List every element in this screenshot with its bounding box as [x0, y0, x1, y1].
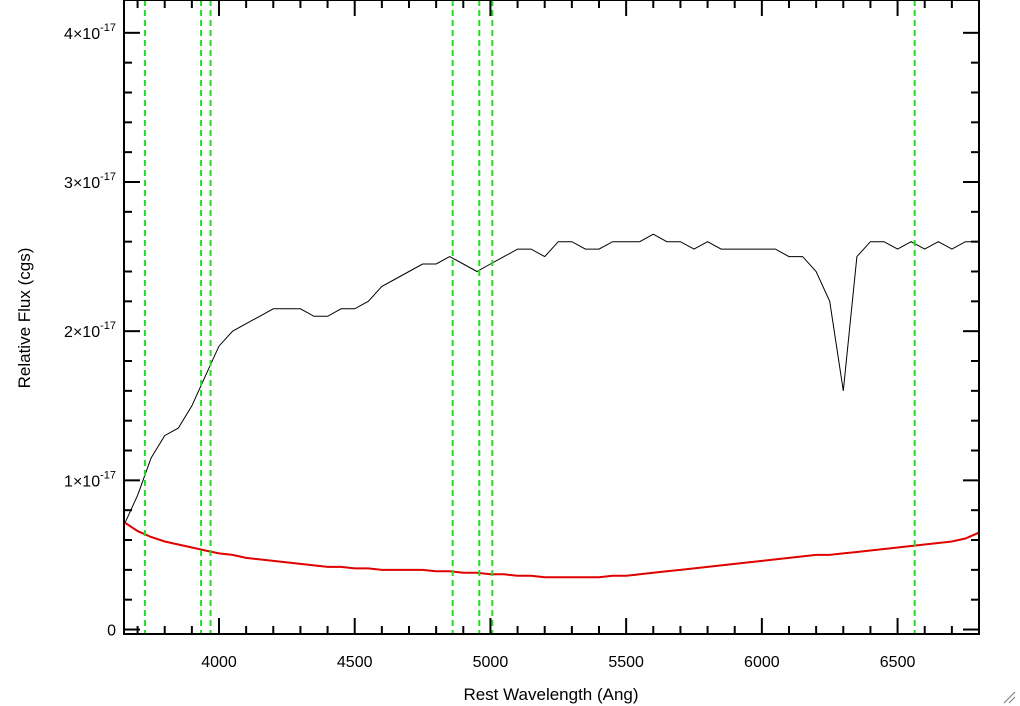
x-tick-label: 5500 [608, 654, 644, 671]
x-tick-label: 6000 [744, 654, 780, 671]
x-tick-label: 4000 [201, 654, 237, 671]
y-tick-label: 4×10-17 [64, 22, 116, 43]
y-tick-label: 1×10-17 [64, 469, 116, 490]
series-line-1 [124, 521, 979, 579]
series-line-0 [124, 233, 979, 526]
y-tick-label: 3×10-17 [64, 171, 116, 192]
x-axis-title: Rest Wavelength (Ang) [463, 685, 638, 704]
y-tick-label: 0 [107, 623, 116, 640]
series-layer [124, 233, 979, 579]
y-tick-label: 2×10-17 [64, 320, 116, 341]
emission-line-markers [143, 0, 916, 634]
x-axis: 4000 4500 5000 5500 6000 6500 [136, 0, 980, 671]
plot-frame [123, 0, 980, 635]
resize-grip-icon[interactable] [1002, 690, 1016, 704]
y-axis-title: Relative Flux (cgs) [15, 248, 34, 389]
x-tick-label: 6500 [880, 654, 916, 671]
x-tick-label: 4500 [337, 654, 373, 671]
x-tick-label: 5000 [473, 654, 509, 671]
y-axis: 0 1×10-17 2×10-17 3×10-17 4×10-17 [64, 22, 979, 640]
